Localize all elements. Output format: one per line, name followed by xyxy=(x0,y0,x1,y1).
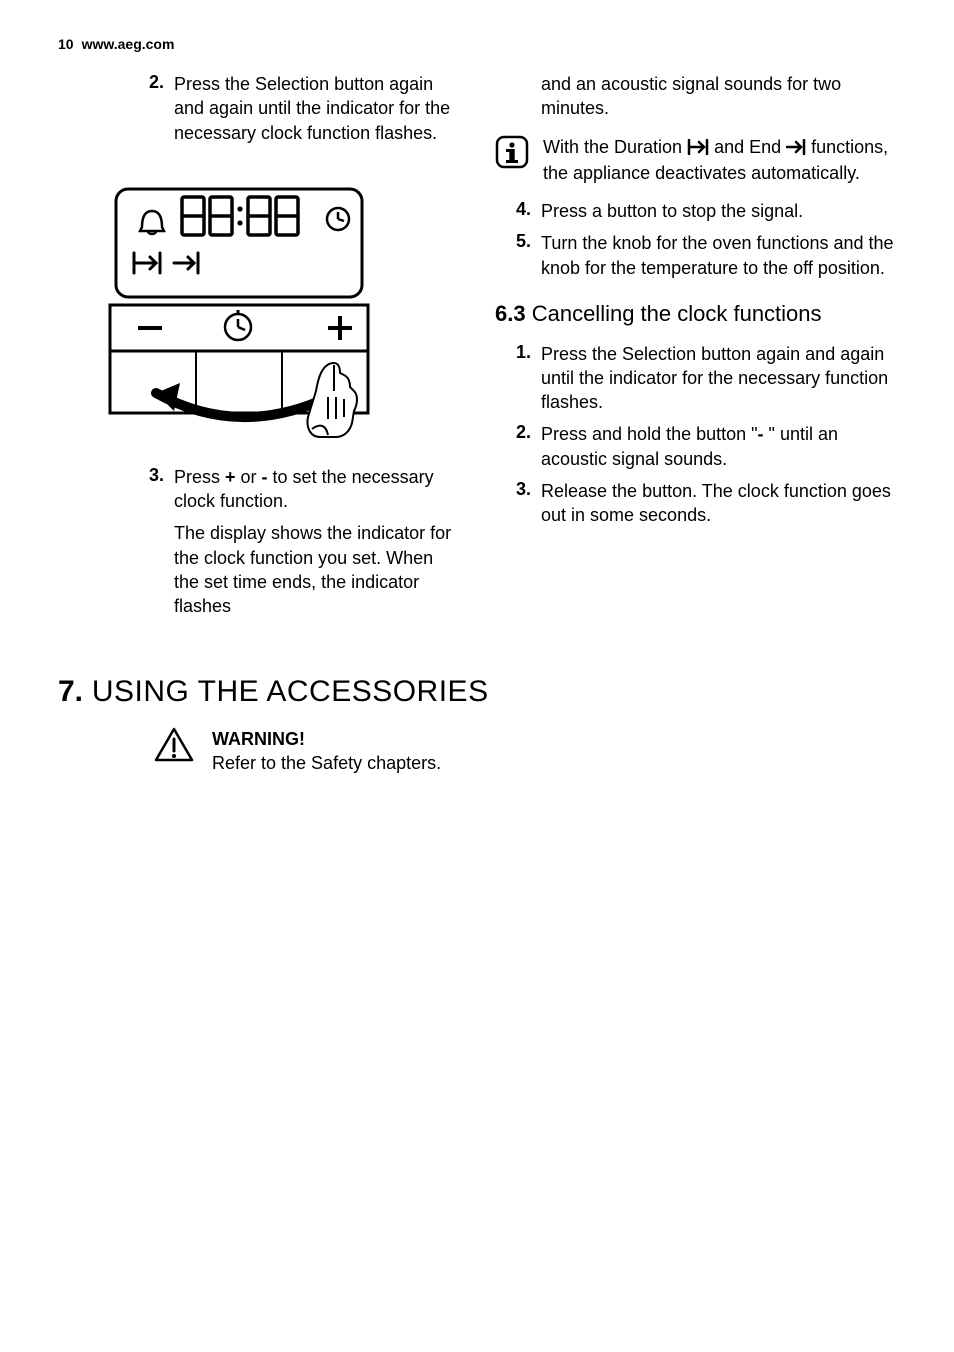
warning-body: Refer to the Safety chapters. xyxy=(212,753,441,773)
info-callout: With the Duration and End functions, the… xyxy=(495,135,896,186)
ordered-step: 3. Release the button. The clock functio… xyxy=(495,479,896,528)
warning-icon xyxy=(154,727,194,776)
section-title: Cancelling the clock functions xyxy=(526,301,822,326)
two-column-layout: 2. Press the Selection button again and … xyxy=(58,72,896,629)
page-number: 10 xyxy=(58,36,74,52)
warning-callout: WARNING! Refer to the Safety chapters. xyxy=(58,727,896,776)
step-text: Press and hold the button "- " until an … xyxy=(541,422,896,471)
chapter-heading: 7. USING THE ACCESSORIES xyxy=(58,675,896,709)
step-number: 2. xyxy=(495,422,541,471)
step-text: Release the button. The clock function g… xyxy=(541,479,896,528)
ordered-step: 1. Press the Selection button again and … xyxy=(495,342,896,415)
right-column: and an acoustic signal sounds for two mi… xyxy=(495,72,896,629)
step-number: 4. xyxy=(495,199,541,223)
step-number: 2. xyxy=(128,72,174,145)
section-heading: 6.3 Cancelling the clock functions xyxy=(495,300,896,328)
step-number: 3. xyxy=(128,465,174,514)
info-text: With the Duration and End functions, the… xyxy=(543,135,896,186)
plus-symbol: + xyxy=(225,467,236,487)
step-continuation: The display shows the indicator for the … xyxy=(58,521,459,618)
warning-text: WARNING! Refer to the Safety chapters. xyxy=(212,727,896,776)
ordered-step: 2. Press and hold the button "- " until … xyxy=(495,422,896,471)
text-fragment: With the Duration xyxy=(543,137,687,157)
text-fragment: Press and hold the button " xyxy=(541,424,758,444)
step-text: Press the Selection button again and aga… xyxy=(174,72,459,145)
step-number: 3. xyxy=(495,479,541,528)
duration-icon xyxy=(687,137,709,161)
chapter-number: 7. xyxy=(58,675,83,708)
page-header: 10 www.aeg.com xyxy=(58,36,896,52)
text-fragment: and End xyxy=(709,137,786,157)
ordered-step: 5. Turn the knob for the oven functions … xyxy=(495,231,896,280)
control-panel-diagram-wrap xyxy=(58,179,459,439)
ordered-step: 2. Press the Selection button again and … xyxy=(58,72,459,145)
left-column: 2. Press the Selection button again and … xyxy=(58,72,459,629)
ordered-step: 4. Press a button to stop the signal. xyxy=(495,199,896,223)
step-text: Press a button to stop the signal. xyxy=(541,199,896,223)
section-number: 6.3 xyxy=(495,301,526,326)
site-url: www.aeg.com xyxy=(82,36,175,52)
step-number: 1. xyxy=(495,342,541,415)
end-icon xyxy=(786,137,806,161)
page: 10 www.aeg.com 2. Press the Selection but… xyxy=(0,0,954,1352)
text-fragment: Press xyxy=(174,467,225,487)
warning-title: WARNING! xyxy=(212,727,896,751)
step-text: Press the Selection button again and aga… xyxy=(541,342,896,415)
info-icon xyxy=(495,135,529,186)
chapter-title: USING THE ACCESSORIES xyxy=(83,675,489,708)
ordered-step: 3. Press + or - to set the necessary clo… xyxy=(58,465,459,514)
text-fragment: or xyxy=(236,467,262,487)
step-text: Press + or - to set the necessary clock … xyxy=(174,465,459,514)
control-panel-diagram xyxy=(104,179,374,439)
step-continuation: and an acoustic signal sounds for two mi… xyxy=(495,72,896,121)
step-number: 5. xyxy=(495,231,541,280)
step-text: Turn the knob for the oven functions and… xyxy=(541,231,896,280)
